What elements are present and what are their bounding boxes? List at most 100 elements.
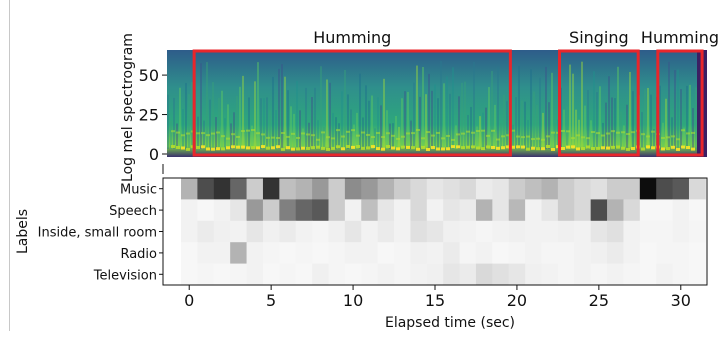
spectrogram-streak: [545, 66, 547, 149]
heatmap-cell: [607, 242, 624, 265]
spectrogram-band: [646, 145, 650, 149]
spectrogram-streak: [584, 105, 586, 149]
spectrogram-streak: [404, 91, 406, 149]
spectrogram-band: [366, 133, 370, 136]
heatmap-cell: [377, 220, 395, 243]
heatmap-cell: [410, 199, 428, 222]
spectrogram-streak: [347, 94, 349, 149]
spectrogram-streak: [209, 99, 211, 149]
spectrogram-band: [626, 147, 630, 151]
spectrogram-band: [406, 132, 410, 135]
heatmap-cell: [295, 220, 313, 243]
spectrogram-band: [241, 145, 245, 149]
spectrogram-band: [641, 147, 645, 151]
spectrogram-streak: [692, 108, 694, 149]
spectrogram-streak: [260, 98, 262, 149]
spectrogram-streak: [323, 127, 325, 149]
heatmap-cell: [230, 178, 248, 200]
heatmap-cell: [394, 242, 411, 265]
heatmap-cell: [279, 199, 297, 222]
spectrogram-band: [501, 146, 505, 150]
spectrogram-band: [571, 145, 575, 149]
spectrogram-streak: [230, 123, 232, 149]
spectrogram-band: [286, 135, 290, 138]
spectrogram-band: [411, 146, 415, 150]
spectrogram-band: [621, 146, 625, 150]
heatmap-cell: [344, 263, 362, 286]
spectrogram-band: [231, 133, 235, 136]
heatmap-cell: [656, 199, 674, 222]
spectrogram-band: [416, 147, 420, 151]
spectrogram-band: [271, 136, 275, 139]
heatmap-cell: [361, 220, 379, 243]
spectrogram-streak: [395, 115, 397, 149]
heatmap-cell: [574, 178, 592, 200]
spectrogram-streak: [527, 120, 529, 149]
spectrogram-band: [536, 147, 540, 151]
x-tick-label: 25: [589, 291, 609, 310]
spectrogram-streak: [623, 125, 625, 149]
spectrogram-band: [581, 147, 585, 151]
heatmap-cell: [443, 178, 461, 200]
spectrogram-band: [181, 146, 185, 150]
spectrogram-streak: [572, 73, 574, 149]
heatmap-cell: [279, 178, 297, 200]
annotation-label: Singing: [569, 28, 629, 47]
spectrogram-streak: [257, 62, 259, 150]
spectrogram-band: [551, 147, 555, 151]
spectrogram-band: [426, 147, 430, 151]
spectrogram-streak: [617, 66, 619, 149]
spectrogram-streak: [173, 97, 175, 149]
spectrogram-band: [491, 129, 495, 132]
spectrogram-band: [211, 132, 215, 135]
spectrogram-band: [451, 138, 455, 141]
spectrogram-band: [196, 145, 200, 149]
heatmap-cell: [574, 263, 592, 286]
spectrogram-band: [431, 146, 435, 150]
spectrogram-band: [221, 147, 225, 151]
spectrogram-band: [406, 145, 410, 149]
spectrogram-streak: [335, 117, 337, 149]
heatmap-cell: [246, 178, 264, 200]
spectrogram-band: [411, 132, 415, 135]
heatmap-cell: [443, 263, 461, 286]
heatmap-cell: [410, 263, 428, 286]
row-label: Inside, small room: [38, 226, 157, 241]
heatmap-cell: [213, 220, 231, 243]
heatmap-cell: [541, 263, 559, 286]
spectrogram-band: [521, 136, 525, 139]
heatmap-cell: [656, 242, 674, 265]
spectrogram-streak: [326, 79, 328, 149]
spectrogram-band: [396, 137, 400, 140]
spectrogram-streak: [608, 76, 610, 149]
spectrogram-band: [326, 136, 330, 139]
spectrogram-streak: [434, 84, 436, 149]
spectrogram-band: [561, 129, 565, 132]
spectrogram-streak: [380, 105, 382, 149]
spectrogram-band: [246, 146, 250, 150]
spectrogram-band: [471, 145, 475, 149]
spectrogram-streak: [425, 94, 427, 149]
heatmap-cell: [623, 178, 641, 200]
heatmap-cell: [394, 199, 411, 222]
spectrogram-band: [611, 145, 615, 149]
heatmap-cell: [459, 178, 477, 200]
spectrogram-band: [446, 147, 450, 151]
spectrogram-band: [386, 132, 390, 135]
spectrogram-band: [236, 145, 240, 149]
heatmap-cell: [459, 220, 477, 243]
spectrogram-band: [526, 147, 530, 151]
heatmap-cell: [312, 220, 329, 243]
spectrogram-band: [401, 135, 405, 138]
spectrogram-streak: [629, 71, 631, 149]
spectrogram-streak: [356, 112, 358, 149]
spectrogram-band: [641, 133, 645, 136]
spectrogram-band: [171, 130, 175, 133]
heatmap-cell: [672, 178, 690, 200]
heatmap-cell: [181, 199, 198, 222]
spectrogram-band: [531, 146, 535, 150]
spectrogram-streak: [671, 117, 673, 149]
heatmap-cell: [574, 199, 592, 222]
spectrogram-streak: [401, 98, 403, 149]
spectrogram-streak: [278, 68, 280, 149]
